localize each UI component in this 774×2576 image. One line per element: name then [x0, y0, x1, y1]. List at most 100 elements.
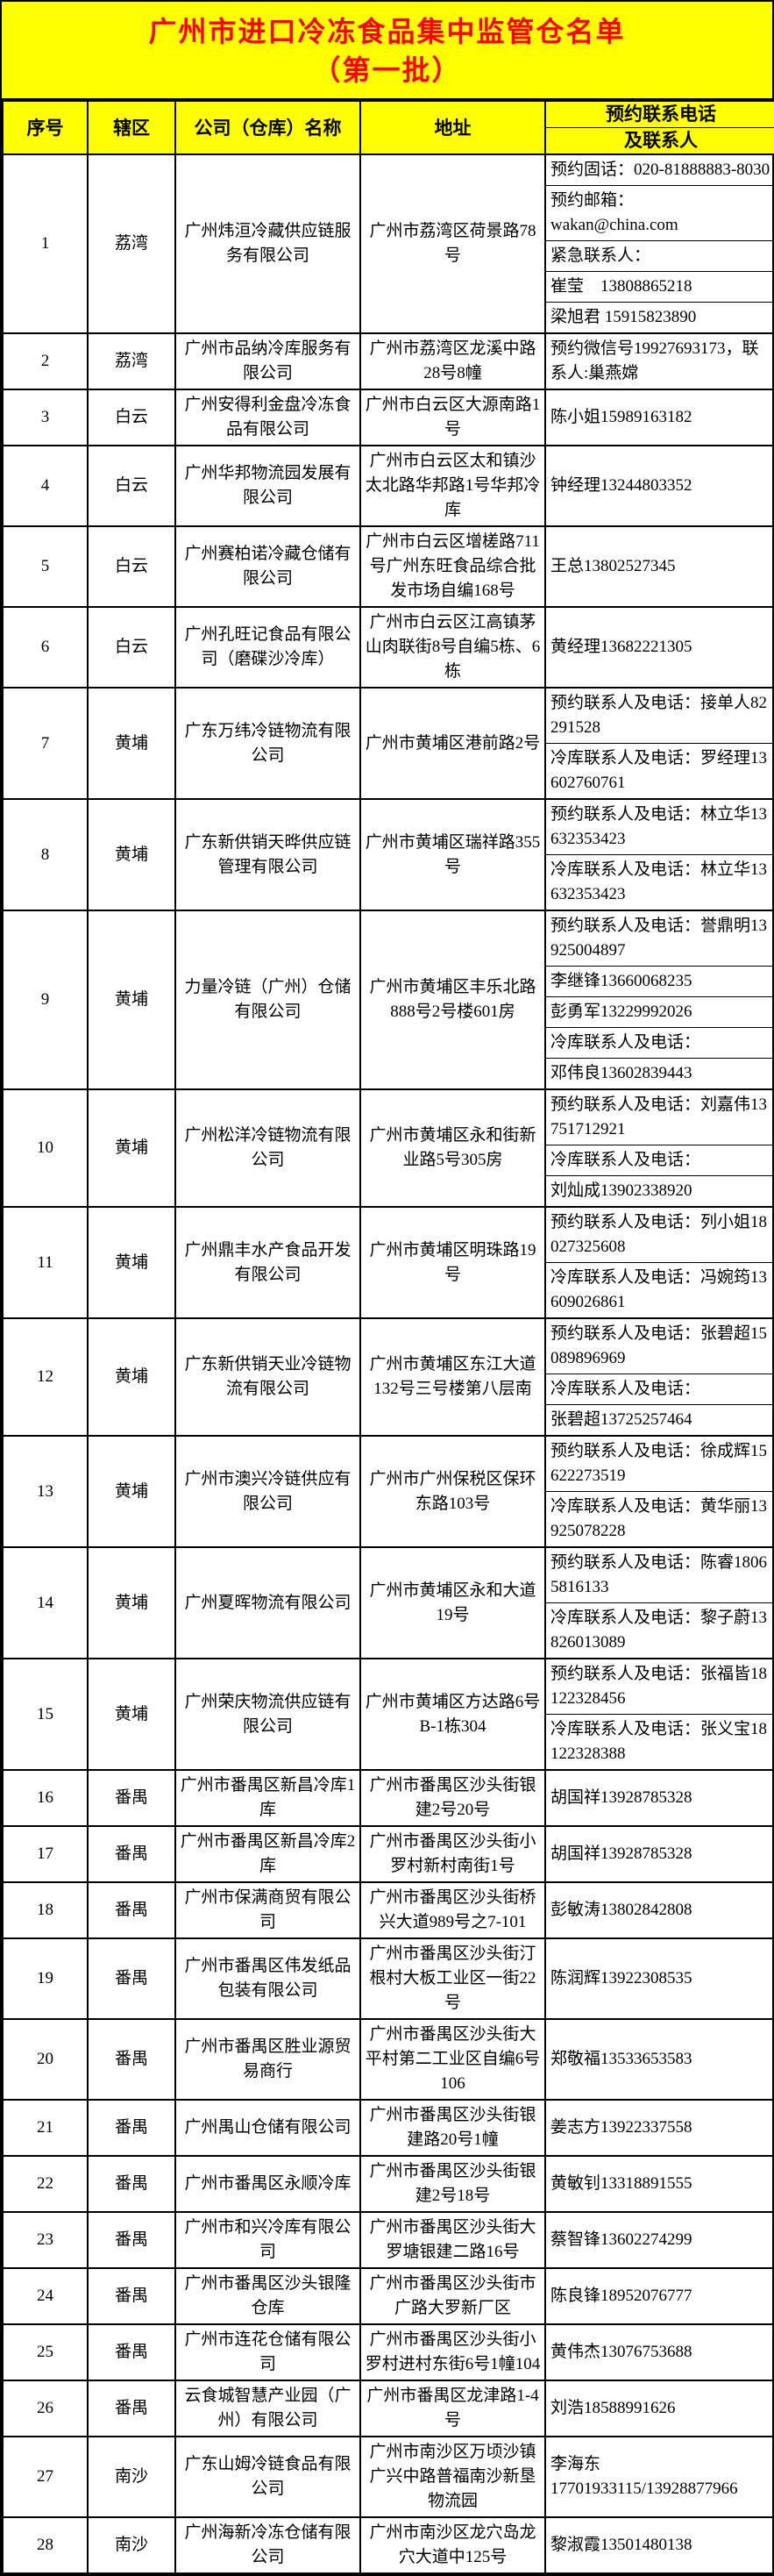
- cell-district: 黄埔: [87, 1317, 176, 1437]
- cell-contact: 预约联系人及电话：陈睿18065816133 冷库联系人及电话：黎子蔚138260…: [544, 1546, 774, 1659]
- cell-district: 番禺: [87, 1881, 176, 1939]
- cell-district: 番禺: [87, 2380, 176, 2437]
- cell-serial-number: 16: [2, 1769, 89, 1827]
- contact-entry: 预约联系人及电话：接单人82291528: [550, 694, 768, 737]
- cell-address: 广州市黄埔区方达路6号B-1栋304: [359, 1658, 546, 1771]
- cell-address: 广州市白云区大源南路1号: [359, 389, 546, 446]
- cell-serial-number: 8: [2, 798, 89, 911]
- cell-contact: 彭敏涛13802842808: [544, 1881, 774, 1939]
- cell-serial-number: 20: [2, 2018, 89, 2101]
- cell-serial-number: 7: [2, 687, 89, 800]
- cell-serial-number: 4: [2, 445, 89, 527]
- cell-company-name: 广州夏晖物流有限公司: [174, 1546, 361, 1659]
- cell-address: 广州市黄埔区港前路2号: [359, 687, 546, 800]
- cell-serial-number: 10: [2, 1088, 89, 1208]
- cell-serial-number: 28: [2, 2516, 89, 2574]
- contact-entry: 预约联系人及电话：誉鼎明13925004897: [550, 917, 768, 960]
- cell-district: 黄埔: [87, 687, 176, 800]
- cell-address: 广州市荔湾区荷景路78号: [359, 153, 546, 334]
- contact-entry: 预约联系人及电话：林立华13632353423: [550, 805, 768, 848]
- cell-company-name: 云食城智慧产业园（广州）有限公司: [174, 2380, 361, 2437]
- column-header-contact-line1: 预约联系电话: [547, 103, 774, 128]
- cell-company-name: 广州市连花仓储有限公司: [174, 2323, 361, 2381]
- cell-company-name: 广州华邦物流园发展有限公司: [174, 445, 361, 527]
- cell-address: 广州市白云区增槎路711号广州东旺食品综合批发市场自编168号: [359, 525, 546, 608]
- cell-district: 白云: [87, 525, 176, 608]
- contact-entry: 李海东 17701933115/13928877966: [550, 2455, 738, 2498]
- cell-district: 番禺: [87, 2267, 176, 2325]
- cell-address: 广州市番禺区沙头街银建路20号1幢: [359, 2099, 546, 2157]
- cell-address: 广州市番禺区沙头街小罗村新村南街1号: [359, 1825, 546, 1883]
- column-header-serial: 序号: [2, 100, 89, 155]
- cell-district: 白云: [87, 389, 176, 446]
- table-row: 6 白云 广州孔旺记食品有限公司（磨碟沙冷库） 广州市白云区江高镇茅山肉联街8号自编5…: [2, 606, 774, 689]
- contact-entry: 预约微信号19927693173，联系人:巢燕嫦: [550, 339, 759, 382]
- contact-entry: 黄敏钊13318891555: [550, 2174, 692, 2193]
- table-row: 8 黄埔 广东新供销天晔供应链管理有限公司 广州市黄埔区瑞祥路355号 预约联系人及电话…: [2, 798, 774, 911]
- cell-district: 番禺: [87, 2323, 176, 2381]
- cell-address: 广州市黄埔区永和大道19号: [359, 1546, 546, 1659]
- cell-address: 广州市南沙区万顷沙镇广兴中路普福南沙新垦物流园: [359, 2436, 546, 2518]
- cell-contact: 黄经理13682221305: [544, 606, 774, 689]
- column-header-district: 辖区: [87, 100, 176, 155]
- contact-entry: 预约联系人及电话：张福皆18122328456: [550, 1665, 768, 1708]
- cell-contact: 黎淑霞13501480138: [544, 2516, 774, 2574]
- cell-serial-number: 15: [2, 1658, 89, 1771]
- cell-contact: 黄敏钊13318891555: [544, 2155, 774, 2213]
- cell-contact: 姜志方13922337558: [544, 2099, 774, 2157]
- cell-district: 黄埔: [87, 1546, 176, 1659]
- cell-contact: 预约联系人及电话：接单人82291528 冷库联系人及电话：罗经理13602760…: [544, 687, 774, 800]
- column-header-contact: 预约联系电话 及联系人: [544, 100, 774, 155]
- cell-company-name: 广州市澳兴冷链供应有限公司: [174, 1435, 361, 1548]
- cell-district: 白云: [87, 606, 176, 689]
- contact-entry: 崔莹 13808865218: [547, 271, 774, 302]
- contact-entry: 胡国祥13928785328: [550, 1788, 692, 1807]
- contact-entry: 预约联系人及电话：陈睿18065816133: [550, 1553, 768, 1596]
- cell-contact: 王总13802527345: [544, 525, 774, 608]
- contact-entry: 冷库联系人及电话：: [547, 1145, 774, 1175]
- cell-district: 黄埔: [87, 798, 176, 911]
- cell-district: 黄埔: [87, 1658, 176, 1771]
- cell-contact: 预约联系人及电话：张福皆18122328456 冷库联系人及电话：张义宝18122…: [544, 1658, 774, 1771]
- cell-company-name: 广州松洋冷链物流有限公司: [174, 1088, 361, 1208]
- contact-entry: 冷库联系人及电话：: [547, 1374, 774, 1404]
- cell-address: 广州市番禺区沙头街银建2号20号: [359, 1769, 546, 1827]
- contact-entry: 冷库联系人及电话：黎子蔚13826013089: [547, 1602, 774, 1657]
- cell-district: 白云: [87, 445, 176, 527]
- contact-entry: 陈良锋18952076777: [550, 2287, 692, 2305]
- contact-entry: 预约联系人及电话：张碧超15089896969: [550, 1324, 768, 1367]
- cell-serial-number: 11: [2, 1206, 89, 1319]
- cell-company-name: 广州炜洹冷藏供应链服务有限公司: [174, 153, 361, 334]
- cell-district: 番禺: [87, 2211, 176, 2269]
- cell-contact: 预约联系人及电话：誉鼎明13925004897 李继锋13660068235 彭勇军…: [544, 910, 774, 1090]
- cell-company-name: 广东新供销天业冷链物流有限公司: [174, 1317, 361, 1437]
- cell-address: 广州市番禺区沙头街桥兴大道989号之7-101: [359, 1881, 546, 1939]
- contact-entry: 邓伟良13602839443: [547, 1058, 774, 1088]
- cell-address: 广州市白云区太和镇沙太北路华邦路1号华邦冷库: [359, 445, 546, 527]
- cell-address: 广州市广州保税区保环东路103号: [359, 1435, 546, 1548]
- table-row: 27 南沙 广东山姆冷链食品有限公司 广州市南沙区万顷沙镇广兴中路普福南沙新垦物流园李…: [2, 2436, 774, 2518]
- contact-entry: 张碧超13725257464: [547, 1404, 774, 1434]
- contact-entry: 冷库联系人及电话：张义宝18122328388: [547, 1714, 774, 1768]
- cell-company-name: 广州市番禺区新昌冷库2库: [174, 1825, 361, 1883]
- contact-entry: 预约邮箱： wakan@china.com: [547, 185, 774, 240]
- cell-contact: 预约联系人及电话：徐成辉15622273519 冷库联系人及电话：黄华丽13925…: [544, 1435, 774, 1548]
- cell-serial-number: 23: [2, 2211, 89, 2269]
- cell-contact: 预约固话：020-81888883-8030 预约邮箱： wakan@china.…: [544, 153, 774, 334]
- cell-serial-number: 12: [2, 1317, 89, 1437]
- contact-entry: 王总13802527345: [550, 557, 676, 575]
- cell-contact: 胡国祥13928785328: [544, 1825, 774, 1883]
- cell-address: 广州市番禺区沙头街小罗村进村东街6号1幢104: [359, 2323, 546, 2381]
- table-row: 5 白云 广州赛柏诺冷藏仓储有限公司 广州市白云区增槎路711号广州东旺食品综合批发市…: [2, 525, 774, 608]
- contact-entry: 预约固话：020-81888883-8030: [550, 161, 770, 179]
- cell-address: 广州市黄埔区明珠路19号: [359, 1206, 546, 1319]
- cell-serial-number: 25: [2, 2323, 89, 2381]
- contact-entry: 预约联系人及电话：刘嘉伟13751712921: [550, 1095, 768, 1138]
- cell-address: 广州市番禺区龙津路1-4号: [359, 2380, 546, 2437]
- table-row: 4 白云 广州华邦物流园发展有限公司 广州市白云区太和镇沙太北路华邦路1号华邦冷库 钟经…: [2, 445, 774, 527]
- table-row: 21 番禺 广州禺山仓储有限公司 广州市番禺区沙头街银建路20号1幢 姜志方139223…: [2, 2099, 774, 2157]
- title-line2: （第一批）: [312, 54, 462, 86]
- cell-serial-number: 6: [2, 606, 89, 689]
- cell-serial-number: 2: [2, 332, 89, 390]
